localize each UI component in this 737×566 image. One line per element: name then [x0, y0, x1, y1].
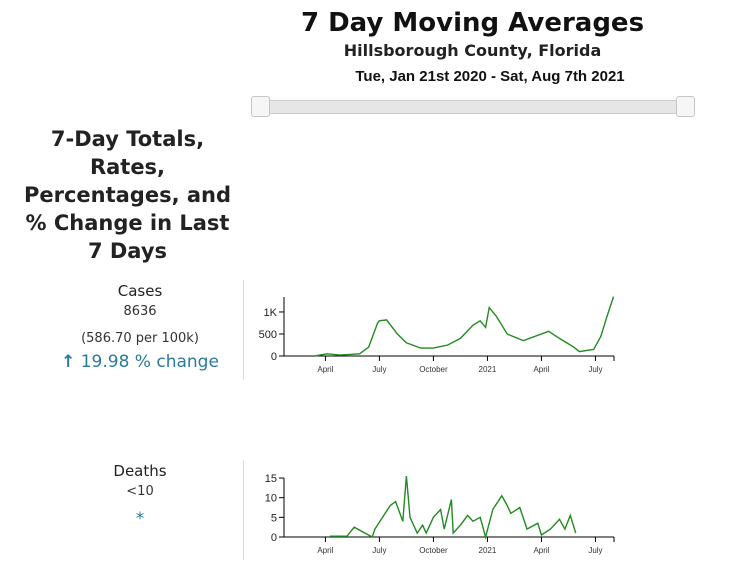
y-tick-label: 1K: [264, 307, 278, 319]
x-tick-label: October: [419, 546, 448, 555]
cases-summary: Cases 8636 (586.70 per 100k) ↑ 19.98 % c…: [40, 282, 240, 372]
date-range-slider[interactable]: [251, 96, 695, 117]
deaths-summary: Deaths <10 *: [40, 462, 240, 529]
x-tick-label: April: [317, 365, 333, 374]
slider-end-handle[interactable]: [676, 96, 695, 117]
y-tick-label: 5: [271, 512, 277, 524]
x-tick-label: April: [533, 546, 549, 555]
y-tick-label: 10: [265, 493, 277, 505]
x-tick-label: July: [372, 546, 386, 555]
x-tick-label: April: [317, 546, 333, 555]
cases-change-text: 19.98 % change: [80, 352, 219, 372]
deaths-change: *: [135, 509, 145, 529]
page-title: 7 Day Moving Averages: [300, 8, 645, 38]
divider: [243, 280, 244, 380]
deaths-total: <10: [126, 484, 154, 499]
cases-line: [314, 296, 615, 357]
deaths-chart: April July October 2021 April July 0 5 10 15: [265, 473, 615, 555]
y-tick-label: 500: [259, 329, 277, 341]
slider-start-handle[interactable]: [251, 96, 270, 117]
cases-label: Cases: [117, 282, 163, 300]
x-tick-label: July: [588, 546, 602, 555]
date-range: Tue, Jan 21st 2020 - Sat, Aug 7th 2021: [355, 68, 625, 85]
x-tick-label: 2021: [479, 546, 497, 555]
x-tick-label: July: [372, 365, 386, 374]
deaths-label: Deaths: [113, 462, 167, 480]
county-subtitle: Hillsborough County, Florida: [343, 41, 602, 60]
section-heading: 7-Day Totals, Rates, Percentages, and % …: [23, 127, 232, 263]
y-tick-label: 15: [265, 473, 277, 485]
divider: [243, 460, 244, 560]
arrow-up-icon: ↑: [61, 352, 76, 372]
x-tick-label: April: [533, 365, 549, 374]
y-tick-label: 0: [271, 351, 277, 363]
cases-change: ↑ 19.98 % change: [40, 352, 240, 372]
x-tick-label: 2021: [479, 365, 497, 374]
cases-rate: (586.70 per 100k): [81, 331, 199, 346]
y-tick-label: 0: [271, 532, 277, 544]
x-tick-label: October: [419, 365, 448, 374]
cases-chart: April July October 2021 April July 0 500 1K: [259, 296, 615, 374]
cases-total: 8636: [123, 304, 157, 319]
deaths-line: [329, 475, 577, 540]
x-tick-label: July: [588, 365, 602, 374]
